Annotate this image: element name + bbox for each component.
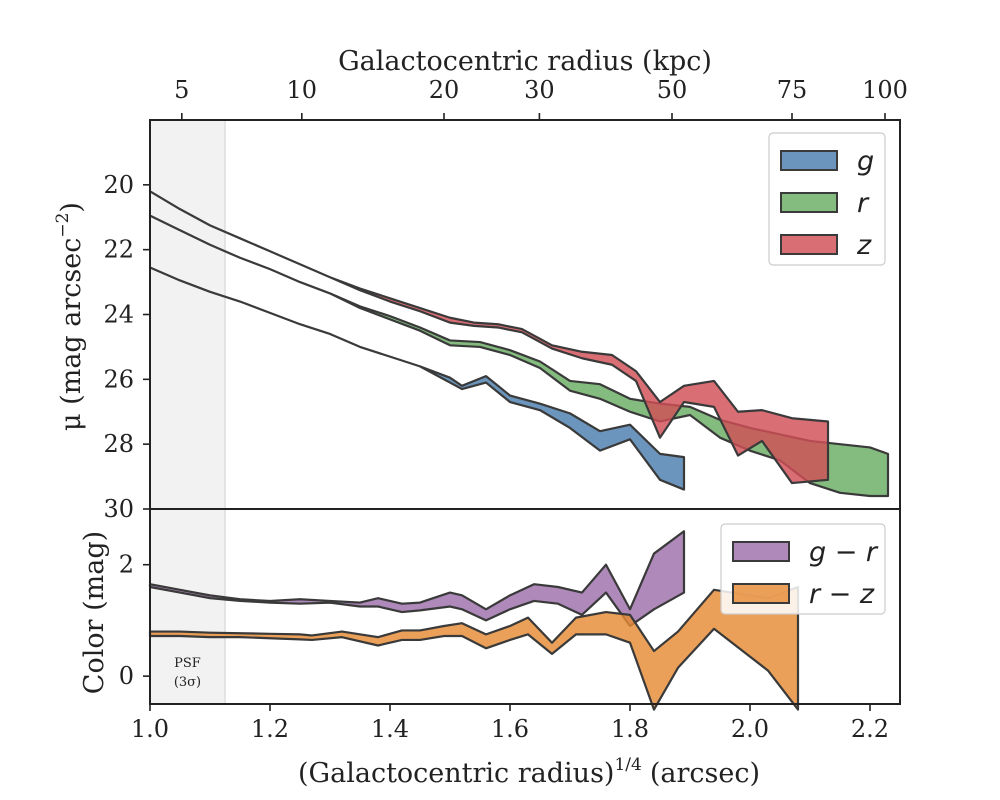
legend-bottom: g − r r − z bbox=[720, 523, 886, 615]
legend-swatch-g bbox=[780, 150, 838, 171]
y-tick-label-26: 26 bbox=[103, 365, 134, 393]
legend-swatch-z bbox=[780, 234, 838, 255]
band-r bbox=[148, 214, 890, 498]
legend-swatch-r bbox=[780, 192, 838, 213]
top-y-axis-label: μ (mag arcsec−2) bbox=[53, 202, 87, 431]
top-x-axis-label: Galactocentric radius (kpc) bbox=[338, 46, 712, 77]
color-y-tick-label-2: 2 bbox=[119, 551, 134, 579]
x-axis-label-unit: (arcsec) bbox=[650, 758, 760, 789]
y-tick-label-30: 30 bbox=[103, 495, 134, 523]
x-tick-label-2-2: 2.2 bbox=[851, 715, 889, 743]
legend-swatch-g-r bbox=[732, 541, 790, 562]
legend-label-r: r bbox=[857, 188, 870, 219]
x-tick-label-1-8: 1.8 bbox=[611, 715, 649, 743]
color-y-tick-label-0: 0 bbox=[119, 662, 134, 690]
y-tick-label-20: 20 bbox=[103, 171, 134, 199]
bottom-y-axis-label: Color (mag) bbox=[79, 531, 110, 694]
top-tick-label-75: 75 bbox=[777, 76, 808, 104]
top-tick-label-10: 10 bbox=[287, 76, 318, 104]
x-tick-label-1-6: 1.6 bbox=[491, 715, 529, 743]
band-g-r bbox=[148, 530, 686, 628]
psf-label-line2: (3σ) bbox=[174, 675, 201, 690]
top-tick-label-50: 50 bbox=[657, 76, 688, 104]
x-tick-label-2-0: 2.0 bbox=[731, 715, 769, 743]
surface-brightness-series bbox=[148, 190, 890, 498]
legend-label-g: g bbox=[857, 146, 874, 177]
color-series bbox=[148, 530, 800, 711]
top-tick-label-30: 30 bbox=[524, 76, 555, 104]
x-tick-label-1-0: 1.0 bbox=[131, 715, 169, 743]
band-g bbox=[148, 266, 686, 491]
top-tick-label-5: 5 bbox=[174, 76, 189, 104]
x-tick-label-1-2: 1.2 bbox=[251, 715, 289, 743]
x-tick-label-1-4: 1.4 bbox=[371, 715, 409, 743]
y-tick-label-24: 24 bbox=[103, 301, 134, 329]
psf-label-line1: PSF bbox=[174, 656, 201, 671]
legend-swatch-r-z bbox=[732, 583, 790, 604]
psf-region-top bbox=[150, 120, 225, 509]
y-axis-label-close: ) bbox=[56, 202, 87, 213]
legend-label-r-z: r − z bbox=[809, 579, 875, 610]
x-axis-label-exponent: 1/4 bbox=[614, 755, 641, 775]
top-tick-label-100: 100 bbox=[862, 76, 908, 104]
bottom-panel-frame bbox=[149, 508, 901, 705]
y-axis-label-exponent: −2 bbox=[53, 213, 73, 238]
y-axis-label-main: μ (mag arcsec bbox=[56, 238, 87, 431]
top-tick-label-20: 20 bbox=[429, 76, 460, 104]
x-axis-label: (Galactocentric radius)1/4 (arcsec) bbox=[298, 755, 760, 789]
legend-label-g-r: g − r bbox=[809, 537, 879, 568]
axis-ticks: 1.0 1.2 1.4 1.6 1.8 2.0 2.25 10 20 30 50 75 10020222… bbox=[103, 76, 907, 743]
band-z bbox=[148, 190, 830, 485]
x-axis-label-main: (Galactocentric radius) bbox=[298, 758, 614, 789]
y-tick-label-22: 22 bbox=[103, 236, 134, 264]
legend-top: grz bbox=[768, 132, 886, 266]
y-tick-label-28: 28 bbox=[103, 430, 134, 458]
legend-label-z: z bbox=[856, 230, 872, 261]
psf-region-bottom bbox=[150, 509, 225, 704]
